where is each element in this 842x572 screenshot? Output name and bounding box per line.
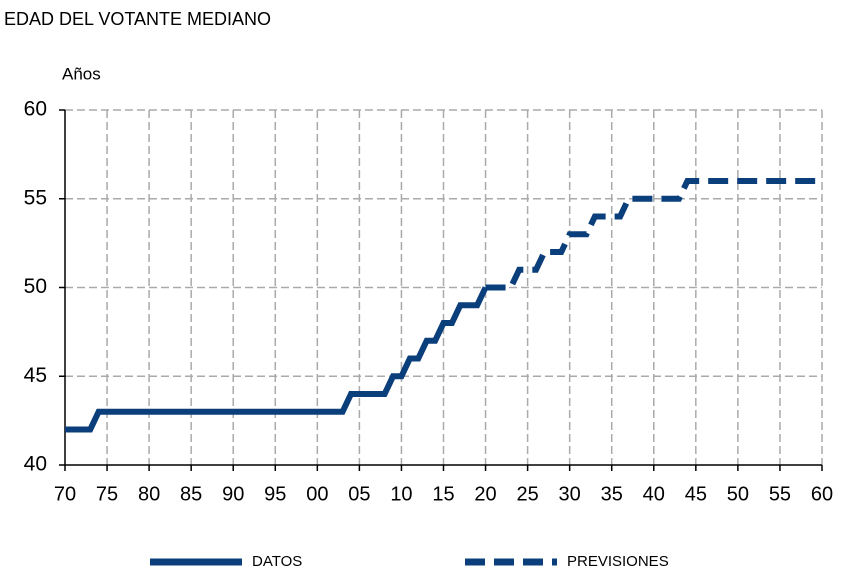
y-axis-label: Años [62, 64, 101, 83]
x-tick-label: 40 [643, 483, 665, 505]
x-tick-label: 10 [390, 483, 412, 505]
y-tick-label: 45 [24, 364, 47, 387]
x-tick-label: 45 [685, 483, 707, 505]
x-tick-label: 30 [559, 483, 581, 505]
line [65, 286, 489, 433]
line [485, 178, 822, 291]
x-tick-label: 50 [727, 483, 749, 505]
x-tick-label: 00 [306, 483, 328, 505]
x-tick-label: 55 [769, 483, 791, 505]
x-tick-label: 80 [138, 483, 160, 505]
y-tick-label: 50 [24, 275, 47, 298]
x-tick-label: 20 [474, 483, 496, 505]
x-tick-label: 90 [222, 483, 244, 505]
x-tick-label: 75 [96, 483, 118, 505]
chart-title: EDAD DEL VOTANTE MEDIANO [4, 9, 271, 29]
y-tick-label: 60 [24, 98, 47, 121]
x-tick-label: 95 [264, 483, 286, 505]
x-tick-label: 60 [811, 483, 833, 505]
x-tick-label: 70 [54, 483, 76, 505]
x-tick-label: 05 [348, 483, 370, 505]
x-tick-label: 15 [432, 483, 454, 505]
y-tick-label: 55 [24, 186, 47, 209]
y-tick-label: 40 [24, 453, 47, 476]
x-tick-label: 85 [180, 483, 202, 505]
x-tick-label: 35 [601, 483, 623, 505]
x-tick-label: 25 [516, 483, 538, 505]
legend-label: DATOS [252, 553, 302, 570]
legend-label: PREVISIONES [567, 553, 669, 570]
